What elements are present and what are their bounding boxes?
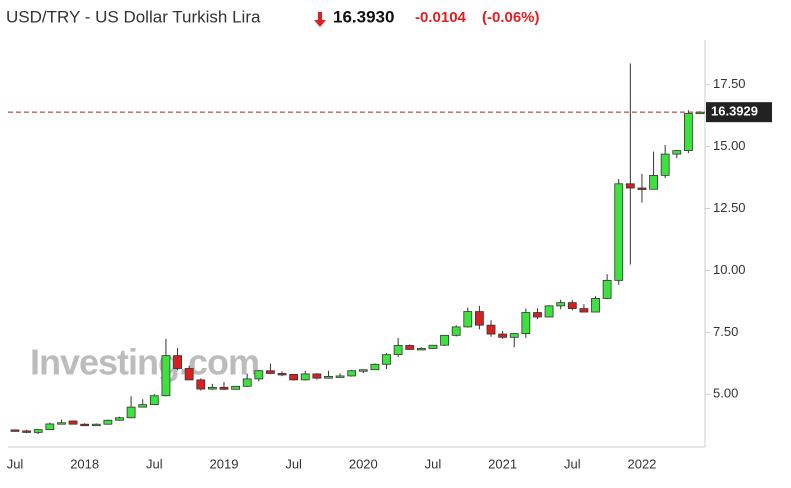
x-tick-label: Jul bbox=[425, 456, 442, 471]
candle-body bbox=[289, 374, 299, 381]
candle-body bbox=[393, 345, 403, 356]
candle-body bbox=[207, 386, 217, 390]
candle-body bbox=[126, 406, 136, 419]
y-tick-label: 15.00 bbox=[713, 138, 746, 153]
candle-body bbox=[10, 429, 20, 432]
candle-body bbox=[463, 311, 473, 328]
x-tick-label: 2022 bbox=[627, 456, 656, 471]
candle-body bbox=[544, 305, 554, 318]
candle-body bbox=[428, 344, 438, 349]
candle-body bbox=[231, 385, 240, 390]
candle-body bbox=[358, 369, 368, 372]
candle-body bbox=[277, 373, 287, 376]
last-price-label: 16.3929 bbox=[711, 104, 758, 119]
candle-body bbox=[602, 279, 612, 299]
y-tick-label: 10.00 bbox=[713, 262, 746, 277]
candle-body bbox=[324, 376, 333, 379]
candle-body bbox=[45, 423, 55, 431]
candle-body bbox=[579, 308, 589, 313]
candle-body bbox=[637, 187, 647, 190]
candle-body bbox=[486, 324, 496, 335]
x-tick-label: 2019 bbox=[210, 456, 239, 471]
title: USD/TRY - US Dollar Turkish Lira bbox=[6, 7, 261, 26]
candle-body bbox=[103, 419, 113, 425]
candle-body bbox=[660, 153, 670, 176]
x-tick-label: 2018 bbox=[70, 456, 99, 471]
candle-body bbox=[80, 423, 90, 427]
candle-body bbox=[614, 183, 624, 281]
candle-body bbox=[533, 312, 542, 318]
y-tick-label: 17.50 bbox=[713, 76, 746, 91]
last-price-box bbox=[706, 102, 772, 123]
candle-body bbox=[22, 430, 32, 433]
candle-body bbox=[591, 298, 600, 313]
candle-body bbox=[115, 417, 124, 421]
candle-body bbox=[184, 368, 194, 381]
x-tick-label: Jul bbox=[146, 456, 163, 471]
candle-body bbox=[138, 404, 148, 408]
x-tick-label: Jul bbox=[285, 456, 302, 471]
change-pct: (-0.06%) bbox=[482, 9, 540, 26]
candle-body bbox=[683, 113, 693, 152]
candle-body bbox=[416, 348, 426, 351]
y-tick-label: 7.50 bbox=[713, 324, 738, 339]
candle-body bbox=[451, 326, 461, 336]
candle-body bbox=[556, 302, 566, 307]
candle-body bbox=[266, 370, 275, 374]
x-tick-label: Jul bbox=[564, 456, 581, 471]
candle-body bbox=[300, 373, 310, 381]
candle-body bbox=[347, 370, 357, 377]
candle-body bbox=[498, 333, 508, 338]
candle-body bbox=[33, 429, 43, 433]
candle-body bbox=[370, 363, 380, 371]
candle-body bbox=[242, 378, 252, 387]
candle-body bbox=[173, 355, 182, 369]
candle-body bbox=[196, 379, 206, 390]
candle-body bbox=[335, 375, 345, 378]
candle-body bbox=[68, 420, 78, 425]
candle-body bbox=[405, 345, 415, 350]
candle-body bbox=[382, 354, 391, 365]
down-arrow bbox=[314, 12, 326, 27]
y-tick-label: 12.50 bbox=[713, 200, 746, 215]
candle-body bbox=[219, 386, 229, 390]
candle-body bbox=[509, 333, 519, 338]
x-tick-label: Jul bbox=[7, 456, 24, 471]
y-tick-label: 5.00 bbox=[713, 386, 738, 401]
candle-body bbox=[649, 174, 658, 190]
change: -0.0104 bbox=[415, 9, 467, 26]
candle-body bbox=[312, 373, 322, 379]
price: 16.3930 bbox=[333, 7, 394, 26]
candle-body bbox=[254, 370, 264, 380]
candle-body bbox=[475, 311, 484, 326]
candle-body bbox=[440, 334, 449, 346]
candle-body bbox=[521, 312, 531, 334]
watermark: Investing.com bbox=[30, 342, 259, 383]
candle-body bbox=[149, 395, 159, 406]
candle-body bbox=[57, 422, 66, 425]
x-tick-label: 2021 bbox=[488, 456, 517, 471]
candle-body bbox=[625, 183, 635, 189]
x-tick-label: 2020 bbox=[349, 456, 378, 471]
candle-body bbox=[91, 423, 101, 427]
candle-body bbox=[672, 150, 682, 155]
candle-body bbox=[161, 355, 171, 397]
candle-body bbox=[567, 302, 577, 309]
